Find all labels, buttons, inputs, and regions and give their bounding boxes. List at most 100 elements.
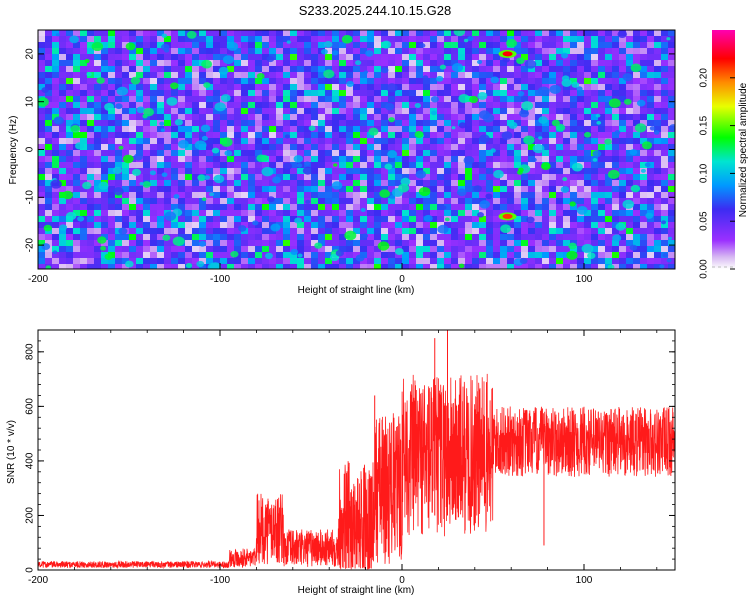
spectrogram-cell <box>619 174 627 181</box>
spectrogram-cell <box>262 174 270 181</box>
spectrogram-cell <box>283 126 291 133</box>
spectrogram-cell <box>360 30 368 37</box>
spectrogram-cell <box>45 186 53 193</box>
spectrogram-cell <box>157 54 165 61</box>
spectrogram-cell <box>171 144 179 151</box>
spectrogram-cell <box>164 240 172 247</box>
spectrogram-blob <box>302 166 313 175</box>
spectrogram-cell <box>346 168 354 175</box>
spectrogram-cell <box>402 126 410 133</box>
spectrogram-cell <box>304 222 312 229</box>
spectrogram-blob <box>209 192 215 197</box>
spectrogram-cell <box>500 258 508 265</box>
spectrogram-cell <box>528 222 536 229</box>
spectrogram-cell <box>444 252 452 259</box>
spectrogram-cell <box>52 78 60 85</box>
spectrogram-cell <box>500 72 508 79</box>
spectrogram-cell <box>80 234 88 241</box>
spectrogram-cell <box>297 108 305 115</box>
spectrogram-blob <box>333 163 338 167</box>
spectrogram-cell <box>164 66 172 73</box>
spectrogram-cell <box>115 114 123 121</box>
spectrogram-cell <box>59 138 67 145</box>
spectrogram-cell <box>465 168 473 175</box>
spectrogram-cell <box>227 72 235 79</box>
spectrogram-cell <box>430 156 438 163</box>
spectrogram-cell <box>402 210 410 217</box>
spectrogram-cell <box>479 42 487 49</box>
spectrogram-cell <box>213 198 221 205</box>
spectrogram-cell <box>227 36 235 43</box>
spectrogram-cell <box>94 66 102 73</box>
spectrogram-cell <box>87 102 95 109</box>
spectrogram-cell <box>311 174 319 181</box>
spectrogram-cell <box>514 78 522 85</box>
spectrogram-cell <box>234 90 242 97</box>
spectrogram-cell <box>227 84 235 91</box>
spectrogram-blob <box>284 134 290 139</box>
spectrogram-cell <box>38 84 46 91</box>
spectrogram-cell <box>500 198 508 205</box>
spectrogram-cell <box>129 216 137 223</box>
spectrogram-cell <box>619 156 627 163</box>
spectrogram-cell <box>325 198 333 205</box>
spectrogram-cell <box>241 216 249 223</box>
spectrogram-cell <box>563 132 571 139</box>
spectrogram-cell <box>52 246 60 253</box>
spectrogram-cell <box>318 246 326 253</box>
spectrogram-cell <box>598 132 606 139</box>
spectrogram-cell <box>108 156 116 163</box>
spectrogram-cell <box>668 222 675 229</box>
spectrogram-cell <box>115 96 123 103</box>
spectrogram-cell <box>598 156 606 163</box>
spectrogram-cell <box>248 264 256 269</box>
spectrogram-cell <box>73 54 81 61</box>
spectrogram-cell <box>276 168 284 175</box>
spectrogram-cell <box>591 30 599 37</box>
spectrogram-cell <box>647 198 655 205</box>
spectrogram-cell <box>486 96 494 103</box>
spectrogram-blob <box>131 168 142 176</box>
spectrogram-cell <box>115 264 123 269</box>
spectrogram-cell <box>297 36 305 43</box>
spectrogram-cell <box>619 84 627 91</box>
spectrogram-cell <box>367 96 375 103</box>
spectrogram-cell <box>654 30 662 37</box>
spectrogram-cell <box>444 102 452 109</box>
spectrogram-cell <box>486 84 494 91</box>
spectrogram-cell <box>521 252 529 259</box>
spectrogram-cell <box>150 36 158 43</box>
spectrogram-cell <box>444 66 452 73</box>
spectrogram-cell <box>255 60 263 67</box>
spectrogram-cell <box>542 240 550 247</box>
spectrogram-cell <box>276 126 284 133</box>
spectrogram-cell <box>206 144 214 151</box>
spectrogram-cell <box>626 66 634 73</box>
spectrogram-blob <box>77 215 85 222</box>
spectrogram-cell <box>192 132 200 139</box>
spectrogram-cell <box>339 174 347 181</box>
spectrogram-cell <box>619 126 627 133</box>
spectrogram-cell <box>332 120 340 127</box>
spectrogram-cell <box>332 66 340 73</box>
spectrogram-cell <box>157 222 165 229</box>
spectrogram-cell <box>535 84 543 91</box>
spectrogram-cell <box>381 78 389 85</box>
spectrogram-cell <box>563 210 571 217</box>
spectrogram-cell <box>276 258 284 265</box>
spectrogram-cell <box>598 114 606 121</box>
spectrogram-cell <box>353 84 361 91</box>
spectrogram-cell <box>430 66 438 73</box>
spectrogram-cell <box>52 144 60 151</box>
spectrogram-cell <box>493 144 501 151</box>
spectrogram-blob <box>222 55 235 65</box>
spectrogram-cell <box>269 42 277 49</box>
spectrogram-cell <box>164 78 172 85</box>
spectrogram-cell <box>129 120 137 127</box>
spectrogram-cell <box>269 96 277 103</box>
spectrogram-cell <box>325 168 333 175</box>
spectrogram-cell <box>234 120 242 127</box>
spectrogram-cell <box>185 60 193 67</box>
spectrogram-blob <box>172 236 185 247</box>
spectrogram-cell <box>500 264 508 269</box>
